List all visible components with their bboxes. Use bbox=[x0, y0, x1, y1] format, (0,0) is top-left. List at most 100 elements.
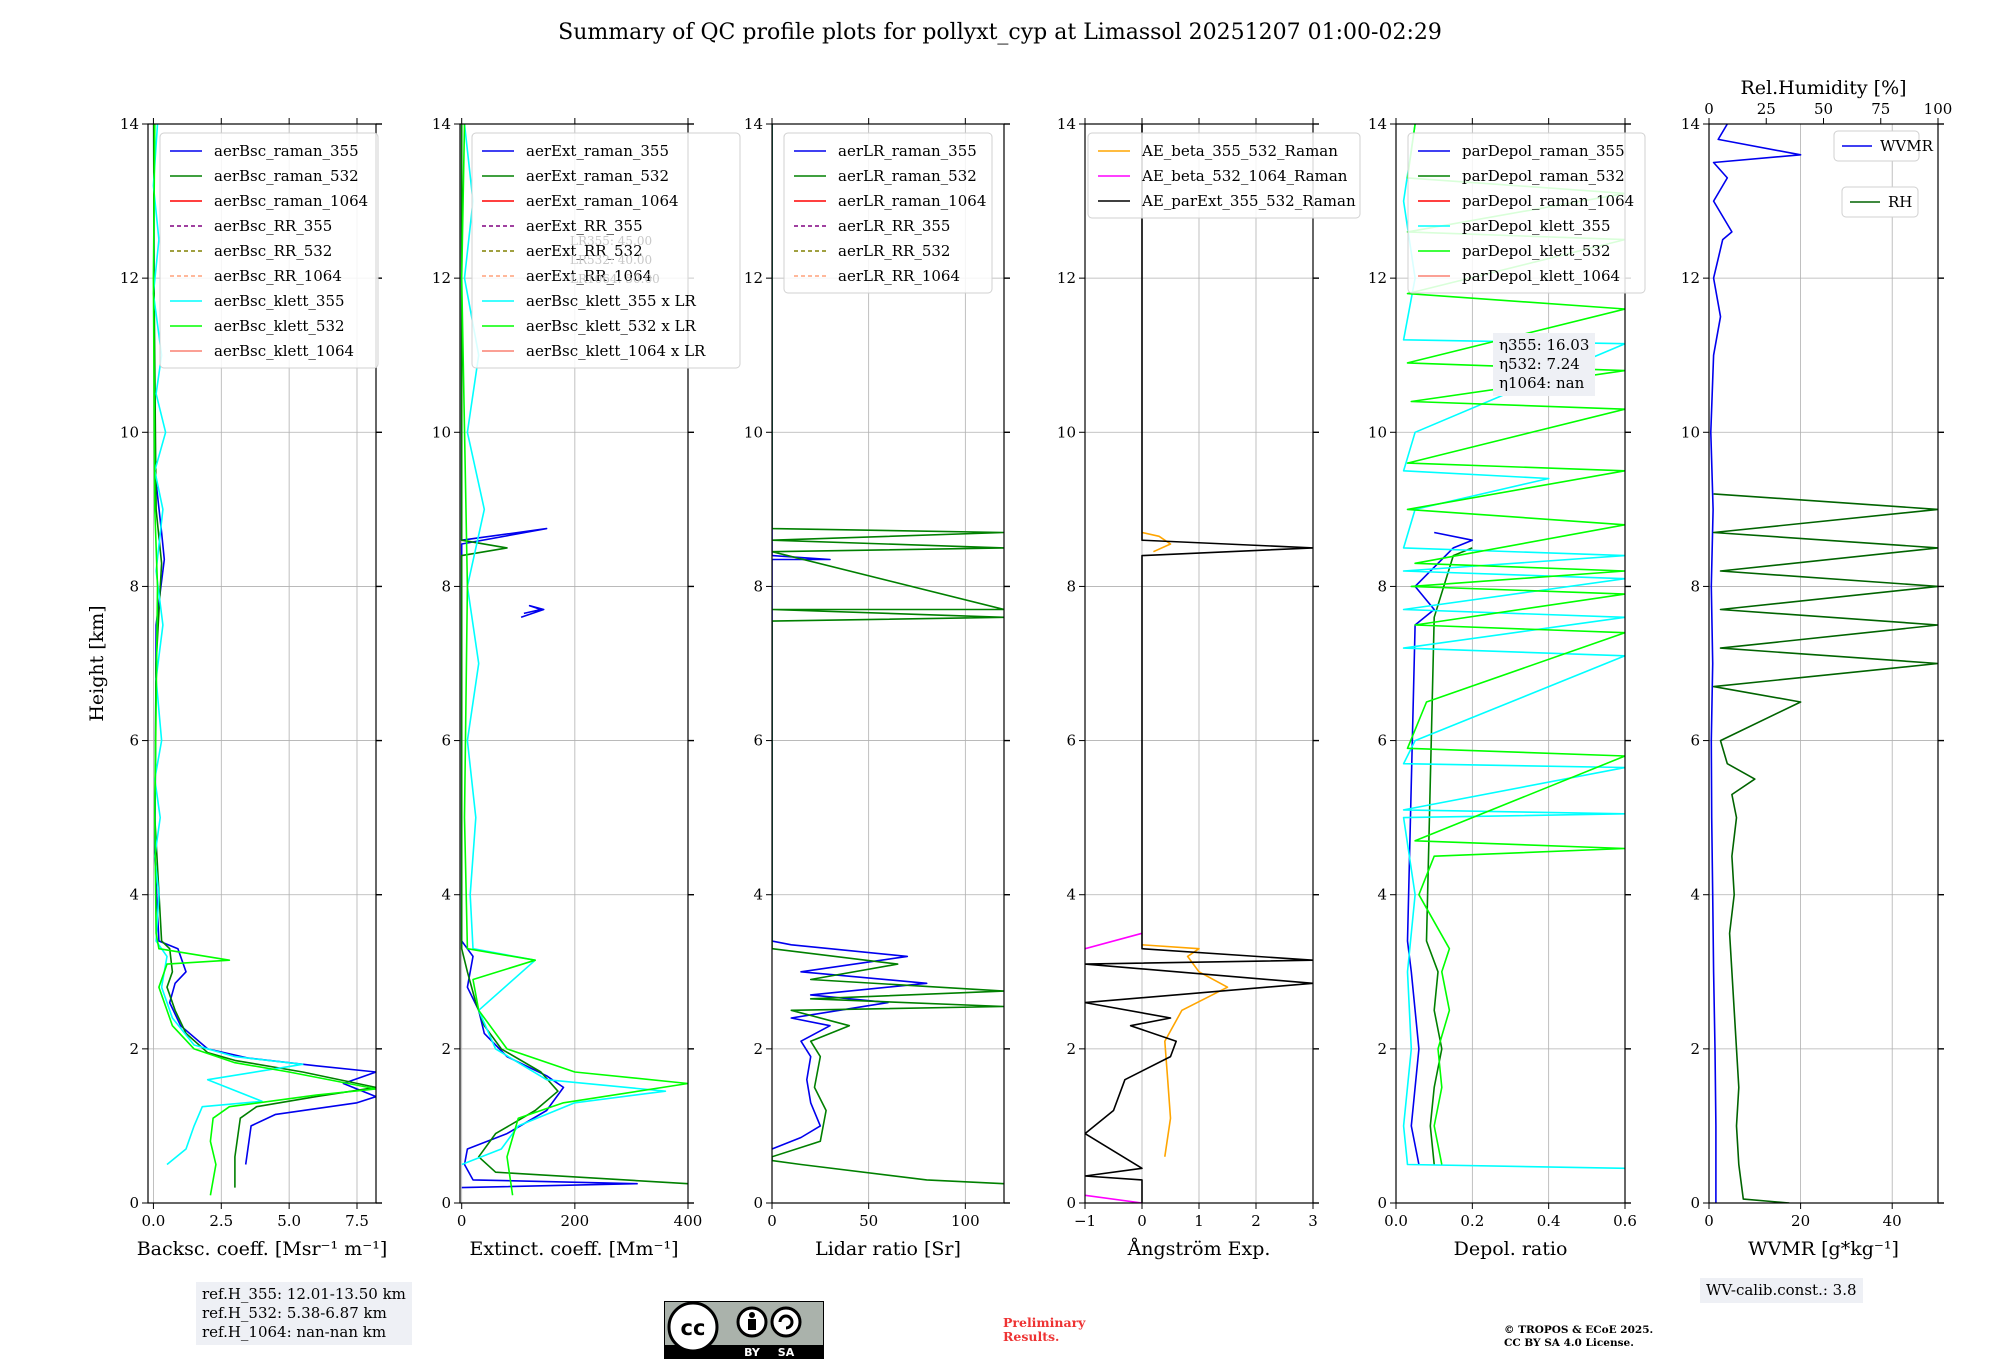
legend-label: aerBsc_RR_355 bbox=[214, 217, 332, 235]
preliminary-line-2: Results. bbox=[1003, 1329, 1060, 1344]
copyright-line-1: © TROPOS & ECoE 2025. bbox=[1504, 1324, 1654, 1336]
y-tick-label: 0 bbox=[441, 1194, 451, 1212]
y-tick-label: 6 bbox=[1066, 732, 1076, 750]
series-group bbox=[460, 124, 688, 1196]
y-tick-label: 6 bbox=[129, 732, 139, 750]
eta-532: η532: 7.24 bbox=[1499, 355, 1580, 373]
series-ae-beta-532-1064-raman-upper- bbox=[1085, 932, 1143, 950]
lr-overlay-note: LR355: 45.00 LR532: 40.00 LR1064: 50.00 bbox=[570, 232, 660, 289]
legend: AE_beta_355_532_Raman AE_beta_532_1064_Ra… bbox=[1087, 132, 1361, 219]
x-tick-label: 1 bbox=[1194, 1212, 1204, 1230]
legend-label: aerLR_raman_532 bbox=[838, 167, 977, 185]
series-ae-beta-355-532-raman-upper- bbox=[1141, 531, 1172, 553]
top-x-tick-label: 100 bbox=[1924, 100, 1953, 118]
series-aerbsc-raman-355 bbox=[152, 124, 376, 1165]
x-axis-label: Depol. ratio bbox=[1454, 1238, 1568, 1260]
series-aerlr-raman-355 bbox=[772, 124, 928, 1150]
series-pardepol-raman-355 bbox=[1406, 531, 1474, 1165]
legend-label: AE_beta_355_532_Raman bbox=[1141, 142, 1338, 160]
x-tick-label: 0 bbox=[1704, 1212, 1714, 1230]
x-tick-label: 200 bbox=[561, 1212, 590, 1230]
y-tick-label: 2 bbox=[1066, 1040, 1076, 1058]
legend-label: aerBsc_klett_1064 bbox=[214, 342, 354, 360]
legend-box bbox=[471, 132, 741, 369]
x-axis-label: Backsc. coeff. [Msr⁻¹ m⁻¹] bbox=[137, 1238, 388, 1260]
x-tick-label: 20 bbox=[1791, 1212, 1810, 1230]
axes-frame bbox=[771, 123, 1005, 1204]
y-tick-label: 10 bbox=[1057, 423, 1076, 441]
y-tick-label: 12 bbox=[744, 269, 763, 287]
series-aerbsc-klett-532-x-lr bbox=[460, 124, 688, 1196]
axes-frame bbox=[459, 123, 689, 1204]
cc-logo-icon bbox=[667, 1301, 719, 1353]
legend-box bbox=[1087, 132, 1361, 219]
y-tick-label: 12 bbox=[1057, 269, 1076, 287]
preliminary-results-label: Preliminary Results. bbox=[1003, 1316, 1085, 1344]
series-aerbsc-klett-355 bbox=[152, 124, 304, 1166]
lr-1064: LR1064: 50.00 bbox=[570, 272, 660, 286]
y-tick-label: 8 bbox=[441, 577, 451, 595]
axes-frame bbox=[1708, 123, 1939, 1204]
x-tick-label: 0.2 bbox=[1460, 1212, 1484, 1230]
y-tick-label: 6 bbox=[753, 732, 763, 750]
legend-label: aerBsc_raman_355 bbox=[214, 142, 359, 160]
ref-height-1064: ref.H_1064: nan-nan km bbox=[202, 1323, 387, 1341]
y-tick-label: 0 bbox=[129, 1194, 139, 1212]
legend-label: aerExt_RR_355 bbox=[526, 217, 643, 235]
legend-label: parDepol_raman_532 bbox=[1462, 167, 1625, 185]
x-tick-label: 400 bbox=[674, 1212, 703, 1230]
panel-6: 0 20 40 0 2 4 6 8 10 12 14 WVMR [g*kg⁻¹] 0 25 50 75 100 R… bbox=[1681, 77, 1952, 1260]
y-tick-label: 4 bbox=[753, 886, 763, 904]
top-x-tick-label: 50 bbox=[1814, 100, 1833, 118]
eta-1064: η1064: nan bbox=[1499, 374, 1585, 392]
axes-frame bbox=[1395, 123, 1626, 1204]
axes-frame bbox=[147, 123, 377, 1204]
y-tick-label: 10 bbox=[1368, 423, 1387, 441]
y-tick-label: 0 bbox=[753, 1194, 763, 1212]
x-axis-label: Lidar ratio [Sr] bbox=[815, 1238, 961, 1260]
legend-label: aerBsc_klett_355 x LR bbox=[526, 292, 697, 310]
cc-license-badge: cc BY SA bbox=[664, 1301, 824, 1359]
y-tick-label: 10 bbox=[744, 423, 763, 441]
panel-5: 0.0 0.2 0.4 0.6 0 2 4 6 8 10 12 14 Depol. ratio parDe… bbox=[1368, 115, 1646, 1260]
legend-label: aerExt_raman_355 bbox=[526, 142, 669, 160]
ref-height-355: ref.H_355: 12.01-13.50 km bbox=[202, 1285, 406, 1303]
copyright-line-2: CC BY SA 4.0 License. bbox=[1504, 1337, 1634, 1349]
x-tick-label: −1 bbox=[1074, 1212, 1096, 1230]
y-tick-label: 14 bbox=[1368, 115, 1387, 133]
legend-label: parDepol_klett_1064 bbox=[1462, 267, 1620, 285]
legend-label: aerLR_raman_1064 bbox=[838, 192, 986, 210]
legend-label: parDepol_klett_532 bbox=[1462, 242, 1611, 260]
series-group bbox=[772, 124, 1004, 1185]
series-aerext-raman-532 bbox=[460, 124, 688, 1185]
series-ae-beta-355-532-raman bbox=[1141, 944, 1229, 1157]
legend-box bbox=[1833, 130, 1920, 162]
y-tick-label: 2 bbox=[441, 1040, 451, 1058]
top-x-tick-label: 25 bbox=[1757, 100, 1776, 118]
x-axis-label: Extinct. coeff. [Mm⁻¹] bbox=[469, 1238, 678, 1260]
series-aerbsc-klett-532 bbox=[152, 124, 376, 1196]
legend-label: parDepol_klett_355 bbox=[1462, 217, 1611, 235]
y-tick-label: 0 bbox=[1690, 1194, 1700, 1212]
x-tick-label: 50 bbox=[859, 1212, 878, 1230]
y-tick-label: 10 bbox=[432, 423, 451, 441]
legend-label: parDepol_raman_355 bbox=[1462, 142, 1625, 160]
y-tick-label: 2 bbox=[129, 1040, 139, 1058]
series-group bbox=[1710, 124, 1938, 1203]
legend-label: aerBsc_klett_532 x LR bbox=[526, 317, 697, 335]
x-tick-label: 100 bbox=[951, 1212, 980, 1230]
wv-calib-const: WV-calib.const.: 3.8 bbox=[1706, 1281, 1857, 1299]
lr-532: LR532: 40.00 bbox=[570, 253, 653, 267]
y-tick-label: 12 bbox=[432, 269, 451, 287]
y-tick-label: 8 bbox=[1377, 577, 1387, 595]
panel-3: 0 50 100 0 2 4 6 8 10 12 14 Lidar ratio [Sr] aerLR_r… bbox=[744, 115, 1010, 1260]
y-tick-label: 12 bbox=[1368, 269, 1387, 287]
legend-label: aerBsc_RR_532 bbox=[214, 242, 332, 260]
cc-by-label: BY bbox=[744, 1346, 761, 1359]
y-tick-label: 12 bbox=[1681, 269, 1700, 287]
legend: parDepol_raman_355 parDepol_raman_532 parD… bbox=[1407, 132, 1646, 294]
y-tick-label: 4 bbox=[441, 886, 451, 904]
share-alike-icon bbox=[770, 1306, 802, 1338]
